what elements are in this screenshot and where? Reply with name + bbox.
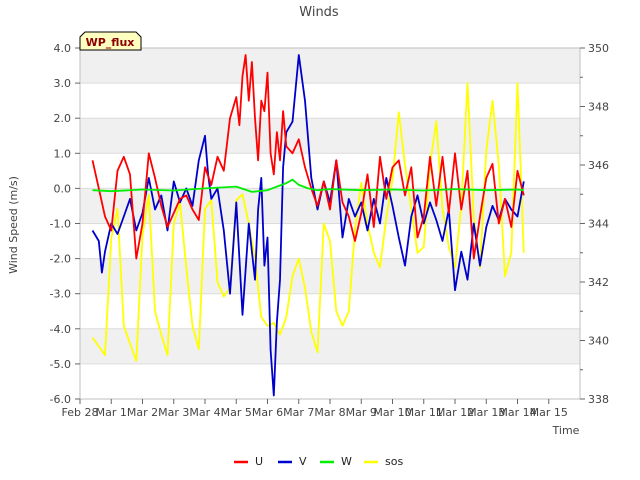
- x-tick-label: Mar 2: [127, 406, 158, 419]
- x-tick-label: Mar 15: [530, 406, 568, 419]
- y-axis-right: 338 340 342 344 346 348 350: [580, 42, 609, 406]
- background-bands: [80, 48, 580, 364]
- y-tick-label: 3.0: [54, 77, 72, 90]
- x-tick-label: Mar 14: [498, 406, 536, 419]
- y-axis-left: -6.0 -5.0 -4.0 -3.0 -2.0 -1.0 0.0 1.0 2.0 3.0 4.0: [50, 42, 80, 406]
- x-tick-label: Mar 12: [436, 406, 474, 419]
- x-tick-label: Mar 11: [405, 406, 443, 419]
- x-tick-label: Mar 1: [96, 406, 127, 419]
- series-lines: [91, 54, 525, 397]
- badge-background: [79, 31, 142, 51]
- grid-band: [80, 48, 580, 84]
- y-tick-label: 4.0: [54, 42, 72, 55]
- legend-label-sos: sos: [385, 455, 403, 468]
- x-tick-label: Mar 8: [314, 406, 345, 419]
- x-axis-label: Time: [552, 424, 580, 437]
- y2-tick-label: 338: [588, 393, 609, 406]
- x-tick-label: Mar 13: [467, 406, 505, 419]
- y2-tick-label: 346: [588, 159, 609, 172]
- y-tick-label: 0.0: [54, 182, 72, 195]
- y2-tick-label: 344: [588, 218, 609, 231]
- x-tick-label: Mar 7: [283, 406, 314, 419]
- x-tick-label: Mar 10: [373, 406, 411, 419]
- y-tick-label: 1.0: [54, 147, 72, 160]
- x-tick-label: Mar 5: [221, 406, 252, 419]
- x-tick-label: Mar 4: [189, 406, 220, 419]
- legend-label-u: U: [255, 455, 263, 468]
- series-line-u: [91, 54, 525, 260]
- y2-tick-label: 342: [588, 276, 609, 289]
- y2-tick-label: 350: [588, 42, 609, 55]
- y-tick-label: -4.0: [50, 323, 71, 336]
- legend-label-v: V: [299, 455, 307, 468]
- grid-band: [80, 258, 580, 294]
- y-tick-label: -5.0: [50, 358, 71, 371]
- y-axis-label: Wind Speed (m/s): [7, 176, 20, 274]
- x-tick-label: Mar 9: [346, 406, 377, 419]
- y-tick-label: -2.0: [50, 253, 71, 266]
- x-tick-label: Mar 3: [158, 406, 189, 419]
- badge: WP_flux: [79, 31, 142, 51]
- legend-label-w: W: [341, 455, 352, 468]
- y2-tick-label: 340: [588, 335, 609, 348]
- grid-band: [80, 118, 580, 154]
- badge-label: WP_flux: [86, 36, 135, 49]
- grid-band: [80, 328, 580, 364]
- series-line-w: [92, 178, 524, 193]
- x-tick-label: Feb 28: [62, 406, 99, 419]
- y-tick-label: -6.0: [50, 393, 71, 406]
- y-tick-label: -3.0: [50, 288, 71, 301]
- y-tick-label: -1.0: [50, 218, 71, 231]
- y2-tick-label: 348: [588, 101, 609, 114]
- y-tick-label: 2.0: [54, 112, 72, 125]
- x-tick-label: Mar 6: [252, 406, 283, 419]
- chart-title: Winds: [299, 5, 339, 20]
